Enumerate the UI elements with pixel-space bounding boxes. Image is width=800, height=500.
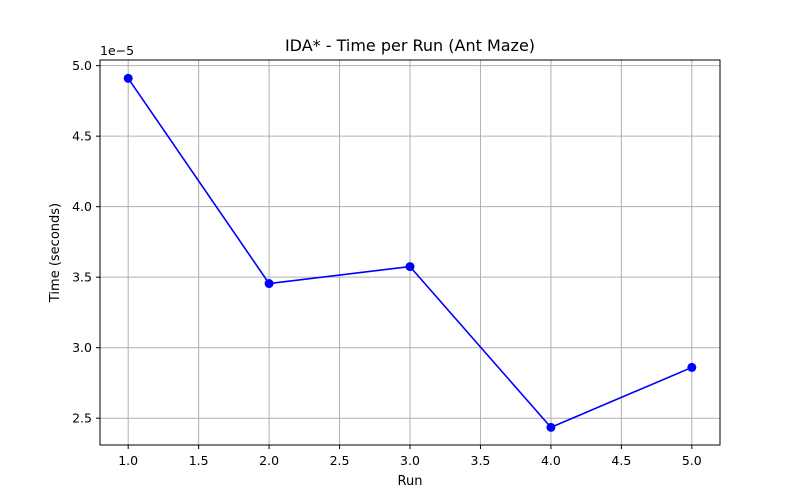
y-axis-label: Time (seconds) (48, 203, 63, 303)
x-tick-label: 3.5 (471, 453, 491, 468)
data-point (123, 73, 133, 83)
x-tick-label: 4.5 (611, 453, 631, 468)
x-tick-label: 1.0 (118, 453, 138, 468)
y-tick-label: 4.0 (72, 199, 92, 214)
y-tick-label: 2.5 (72, 411, 92, 426)
data-point (405, 262, 415, 272)
x-tick-label: 5.0 (682, 453, 702, 468)
data-point (546, 422, 556, 432)
y-offset-label: 1e−5 (100, 43, 134, 58)
data-point (264, 279, 274, 289)
x-axis-label: Run (398, 474, 423, 489)
x-tick-label: 3.0 (400, 453, 420, 468)
grid (100, 60, 720, 445)
data-point (687, 362, 697, 372)
x-tick-label: 4.0 (541, 453, 561, 468)
x-tick-label: 2.0 (259, 453, 279, 468)
ticks: 1.0 1.5 2.0 2.5 3.0 3.5 4.0 4.5 5.0 2.5 3.0 3.5 4.0 4… (72, 58, 702, 468)
x-tick-label: 1.5 (189, 453, 209, 468)
y-tick-label: 3.0 (72, 340, 92, 355)
series-layer (123, 73, 697, 432)
y-tick-label: 5.0 (72, 58, 92, 73)
chart-title: IDA* - Time per Run (Ant Maze) (285, 36, 535, 55)
x-tick-label: 2.5 (330, 453, 350, 468)
y-tick-label: 3.5 (72, 270, 92, 285)
y-tick-label: 4.5 (72, 129, 92, 144)
